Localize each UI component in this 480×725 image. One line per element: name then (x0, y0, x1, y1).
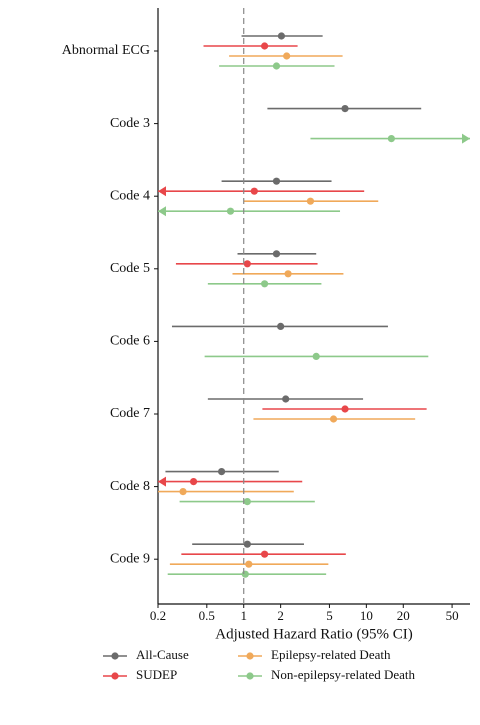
point-estimate (243, 540, 251, 548)
legend-marker (246, 672, 254, 680)
point-estimate (306, 197, 315, 205)
ci-arrow-left (158, 476, 166, 487)
legend-label: All-Cause (136, 647, 189, 662)
category-label: Code 9 (110, 551, 150, 566)
category-label: Abnormal ECG (62, 43, 150, 58)
legend-label: Epilepsy-related Death (271, 647, 391, 662)
legend-marker (111, 652, 119, 660)
point-estimate (329, 415, 338, 423)
point-estimate (243, 498, 251, 506)
point-estimate (226, 207, 235, 215)
x-tick-label: 0.5 (199, 608, 215, 623)
point-estimate (241, 570, 249, 578)
category-label: Code 4 (110, 188, 150, 203)
point-estimate (272, 177, 281, 185)
point-estimate (341, 105, 349, 113)
x-tick-label: 50 (446, 608, 459, 623)
x-tick-label: 5 (326, 608, 333, 623)
point-estimate (283, 52, 291, 60)
category-label: Code 3 (110, 116, 150, 131)
point-estimate (272, 250, 281, 258)
x-tick-label: 1 (240, 608, 247, 623)
x-axis-label: Adjusted Hazard Ratio (95% CI) (215, 626, 412, 642)
point-estimate (217, 468, 226, 476)
x-tick-label: 2 (277, 608, 284, 623)
point-estimate (282, 395, 290, 403)
legend-label: Non-epilepsy-related Death (271, 667, 416, 682)
category-label: Code 6 (110, 334, 150, 349)
point-estimate (261, 550, 269, 558)
legend-marker (246, 652, 254, 660)
point-estimate (261, 42, 269, 50)
legend-label: SUDEP (136, 667, 177, 682)
point-estimate (261, 280, 269, 288)
point-estimate (312, 352, 320, 360)
category-label: Code 8 (110, 479, 150, 494)
point-estimate (243, 260, 251, 268)
legend-marker (111, 672, 119, 680)
x-tick-label: 10 (360, 608, 373, 623)
point-estimate (179, 488, 187, 496)
point-estimate (341, 405, 349, 413)
point-estimate (284, 270, 292, 278)
ci-arrow-right (462, 133, 470, 144)
plot-area (158, 32, 470, 578)
x-tick-label: 20 (397, 608, 410, 623)
point-estimate (250, 187, 258, 195)
x-tick-label: 0.2 (150, 608, 166, 623)
ci-arrow-left (158, 186, 166, 197)
point-estimate (387, 135, 395, 143)
point-estimate (277, 32, 286, 40)
category-label: Code 7 (110, 406, 150, 421)
ci-arrow-left (158, 206, 166, 217)
point-estimate (245, 560, 253, 568)
point-estimate (189, 478, 198, 486)
point-estimate (272, 62, 281, 70)
category-label: Code 5 (110, 261, 150, 276)
point-estimate (277, 322, 285, 330)
